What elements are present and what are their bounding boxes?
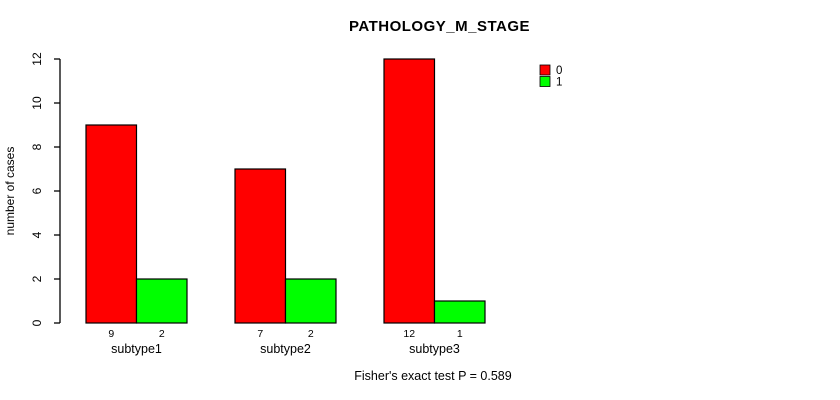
bar-count-label: 2 — [308, 328, 314, 340]
bars-group — [85, 58, 486, 324]
bar-subtype2-0 — [234, 168, 287, 324]
y-tick-label: 6 — [30, 187, 44, 194]
legend-label-0: 0 — [556, 65, 562, 77]
y-tick-label: 10 — [30, 96, 44, 110]
legend: 01 — [539, 64, 562, 89]
bar-subtype1-1 — [135, 278, 188, 324]
y-tick-label: 4 — [30, 231, 44, 238]
legend-swatch-1 — [539, 76, 551, 87]
legend-swatch-0 — [539, 64, 551, 76]
bar-subtype1-0 — [85, 124, 138, 324]
y-axis: 0 2 4 6 8 10 12 — [30, 52, 61, 326]
bar-count-labels: 9 2 7 2 12 1 — [108, 328, 463, 340]
fisher-test-annotation: Fisher's exact test P = 0.589 — [354, 369, 512, 383]
category-label-subtype1: subtype1 — [111, 342, 162, 356]
y-tick-label: 12 — [30, 52, 44, 66]
bar-count-label: 1 — [457, 328, 463, 340]
bar-count-label: 12 — [403, 328, 415, 340]
bar-subtype2-1 — [284, 278, 337, 324]
y-axis-label: number of cases — [3, 147, 17, 236]
chart-title: PATHOLOGY_M_STAGE — [348, 18, 530, 35]
y-tick-label: 8 — [30, 143, 44, 150]
category-label-subtype3: subtype3 — [409, 342, 460, 356]
legend-label-1: 1 — [556, 77, 562, 89]
bar-subtype3-0 — [383, 58, 436, 324]
y-tick-label: 2 — [30, 275, 44, 282]
bar-count-label: 2 — [159, 328, 165, 340]
bar-count-label: 7 — [257, 328, 263, 340]
y-tick-label: 0 — [30, 319, 44, 326]
bar-subtype3-1 — [433, 300, 486, 324]
bar-count-label: 9 — [108, 328, 114, 340]
x-axis-labels: subtype1 subtype2 subtype3 — [111, 342, 460, 356]
category-label-subtype2: subtype2 — [260, 342, 311, 356]
